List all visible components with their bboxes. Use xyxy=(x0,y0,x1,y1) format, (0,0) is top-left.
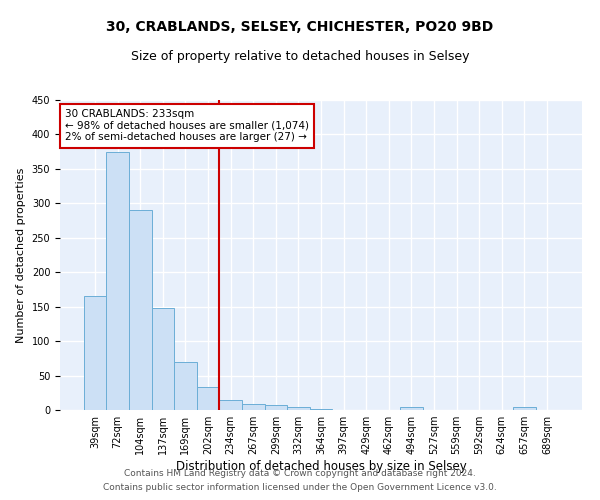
Text: Contains HM Land Registry data © Crown copyright and database right 2024.: Contains HM Land Registry data © Crown c… xyxy=(124,468,476,477)
Bar xyxy=(174,362,197,410)
Bar xyxy=(197,388,220,410)
Bar xyxy=(129,210,152,410)
Text: Contains public sector information licensed under the Open Government Licence v3: Contains public sector information licen… xyxy=(103,484,497,492)
Bar xyxy=(513,407,536,410)
Text: Size of property relative to detached houses in Selsey: Size of property relative to detached ho… xyxy=(131,50,469,63)
Bar xyxy=(220,400,242,410)
Y-axis label: Number of detached properties: Number of detached properties xyxy=(16,168,26,342)
Bar xyxy=(400,407,422,410)
X-axis label: Distribution of detached houses by size in Selsey: Distribution of detached houses by size … xyxy=(176,460,466,473)
Bar xyxy=(265,405,287,410)
Bar xyxy=(152,308,174,410)
Bar xyxy=(242,404,265,410)
Text: 30, CRABLANDS, SELSEY, CHICHESTER, PO20 9BD: 30, CRABLANDS, SELSEY, CHICHESTER, PO20 … xyxy=(106,20,494,34)
Bar xyxy=(106,152,129,410)
Bar xyxy=(310,408,332,410)
Text: 30 CRABLANDS: 233sqm
← 98% of detached houses are smaller (1,074)
2% of semi-det: 30 CRABLANDS: 233sqm ← 98% of detached h… xyxy=(65,110,309,142)
Bar xyxy=(84,296,106,410)
Bar xyxy=(287,406,310,410)
